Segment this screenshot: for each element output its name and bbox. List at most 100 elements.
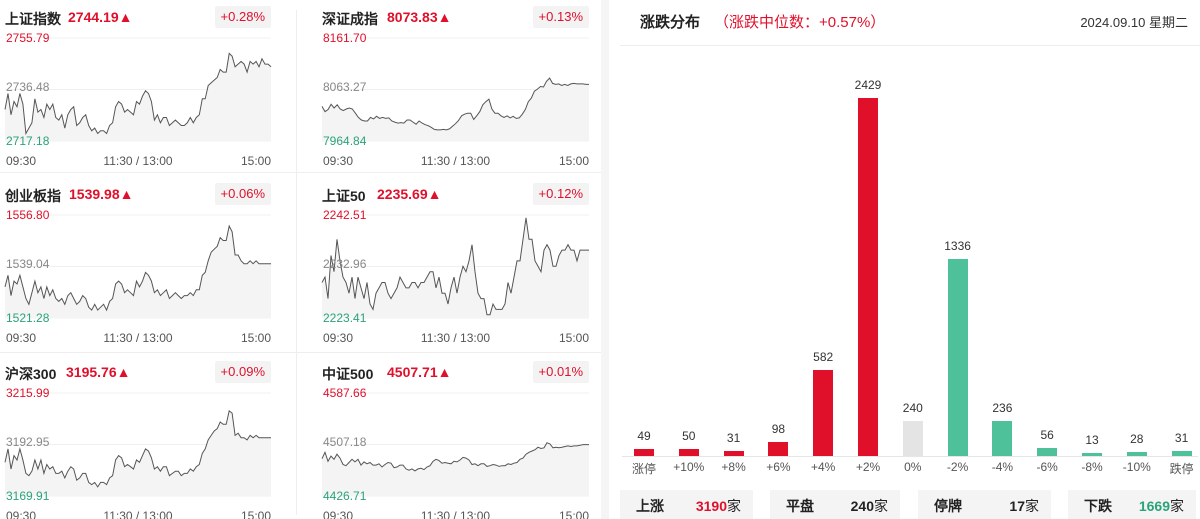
minute-chart-svg bbox=[321, 37, 589, 142]
index-minute-chart[interactable]: 2242.51 2232.96 2223.41 bbox=[321, 207, 589, 326]
bar-value-label: 582 bbox=[813, 350, 834, 365]
index-change-badge: +0.01% bbox=[532, 361, 589, 383]
index-minute-chart[interactable]: 2755.79 2736.48 2717.18 bbox=[4, 30, 272, 149]
time-axis: 09:30 11:30 / 13:00 15:00 bbox=[5, 331, 271, 345]
chart-high-label: 3215.99 bbox=[6, 386, 50, 400]
index-panel-hs300[interactable]: 沪深300 3195.76▲ +0.09% 3215.99 3192.95 31… bbox=[4, 361, 271, 519]
distribution-bar[interactable] bbox=[1171, 451, 1192, 456]
summary-unit: 家 bbox=[727, 498, 741, 514]
column-divider bbox=[296, 10, 297, 515]
chart-low-label: 2223.41 bbox=[323, 311, 367, 325]
minute-chart-svg bbox=[4, 214, 271, 319]
bar-value-label: 13 bbox=[1085, 433, 1099, 447]
summary-unit: 家 bbox=[1025, 498, 1039, 514]
summary-value: 1669家 bbox=[1139, 496, 1184, 516]
index-value: 4507.71▲ bbox=[387, 364, 452, 380]
summary-label: 停牌 bbox=[934, 498, 962, 514]
index-panel-sz50[interactable]: 上证50 2235.69▲ +0.12% 2242.51 2232.96 222… bbox=[321, 183, 589, 345]
distribution-bar[interactable] bbox=[992, 421, 1013, 456]
index-value: 3195.76▲ bbox=[66, 364, 131, 380]
chart-mid-label: 8063.27 bbox=[323, 80, 367, 94]
time-start: 09:30 bbox=[323, 331, 354, 345]
index-header: 上证指数 2744.19▲ +0.28% bbox=[5, 6, 271, 28]
time-end: 15:00 bbox=[558, 154, 589, 168]
bar-category-label: -2% bbox=[946, 460, 969, 474]
chart-baseline bbox=[622, 456, 1198, 457]
index-panel-zz500[interactable]: 中证500 4507.71▲ +0.01% 4587.66 4507.18 44… bbox=[321, 361, 589, 519]
index-minute-chart[interactable]: 3215.99 3192.95 3169.91 bbox=[4, 385, 271, 504]
summary-number: 17 bbox=[1009, 498, 1025, 514]
summary-label: 平盘 bbox=[786, 498, 814, 514]
chart-low-label: 4426.71 bbox=[323, 489, 367, 503]
index-minute-chart[interactable]: 8161.70 8063.27 7964.84 bbox=[321, 30, 589, 149]
index-panel-sz[interactable]: 深证成指 8073.83▲ +0.13% 8161.70 8063.27 796… bbox=[321, 6, 589, 168]
chart-mid-label: 3192.95 bbox=[6, 435, 50, 449]
index-name: 深证成指 bbox=[322, 11, 378, 27]
summary-up: 上涨 3190家 bbox=[620, 490, 753, 519]
price-area bbox=[322, 78, 589, 141]
chart-high-label: 4587.66 bbox=[323, 386, 367, 400]
distribution-bar[interactable] bbox=[858, 98, 878, 456]
index-header: 中证500 4507.71▲ +0.01% bbox=[322, 361, 589, 383]
bar-value-label: 28 bbox=[1130, 431, 1144, 446]
time-end: 15:00 bbox=[558, 331, 589, 345]
header-divider bbox=[620, 45, 1200, 46]
price-line bbox=[4, 410, 271, 488]
distribution-bar[interactable] bbox=[1082, 453, 1102, 456]
chart-mid-label: 4507.18 bbox=[323, 435, 367, 449]
index-panel-sh[interactable]: 上证指数 2744.19▲ +0.28% 2755.79 2736.48 271… bbox=[4, 6, 272, 168]
time-mid: 11:30 / 13:00 bbox=[420, 331, 491, 345]
time-mid: 11:30 / 13:00 bbox=[103, 154, 173, 168]
distribution-title: 涨跌分布 bbox=[640, 14, 701, 31]
index-name: 上证指数 bbox=[5, 11, 61, 27]
time-start: 09:30 bbox=[6, 331, 37, 345]
distribution-bar[interactable] bbox=[723, 451, 744, 456]
distribution-bar[interactable] bbox=[813, 370, 834, 456]
index-minute-chart[interactable]: 1556.80 1539.04 1521.28 bbox=[4, 207, 271, 326]
distribution-bar[interactable] bbox=[1126, 451, 1147, 456]
time-axis: 09:30 11:30 / 13:00 15:00 bbox=[5, 509, 271, 519]
time-end: 15:00 bbox=[240, 509, 271, 519]
bar-category-label: -8% bbox=[1081, 460, 1103, 474]
index-header: 上证50 2235.69▲ +0.12% bbox=[322, 183, 589, 205]
bar-category-label: +10% bbox=[673, 460, 705, 474]
bar-value-label: 240 bbox=[902, 400, 923, 415]
minute-chart-svg bbox=[4, 392, 271, 497]
bar-category-label: +4% bbox=[811, 460, 836, 474]
time-axis: 09:30 11:30 / 13:00 15:00 bbox=[5, 154, 271, 168]
bar-value-label: 236 bbox=[992, 401, 1013, 416]
time-axis: 09:30 11:30 / 13:00 15:00 bbox=[322, 154, 589, 168]
index-minute-chart[interactable]: 4587.66 4507.18 4426.71 bbox=[321, 385, 589, 504]
bar-category-label: 跌停 bbox=[1169, 462, 1194, 476]
distribution-bar[interactable] bbox=[678, 448, 699, 456]
bar-category-label: 0% bbox=[904, 460, 922, 474]
distribution-bar[interactable] bbox=[768, 441, 789, 456]
time-start: 09:30 bbox=[323, 509, 354, 519]
index-value: 8073.83▲ bbox=[387, 9, 452, 25]
summary-value: 3190家 bbox=[696, 496, 741, 516]
distribution-median: （涨跌中位数：+0.57%） bbox=[714, 14, 886, 31]
bar-category-label: +8% bbox=[721, 460, 746, 474]
distribution-bar[interactable] bbox=[1037, 447, 1058, 456]
summary-label: 下跌 bbox=[1084, 498, 1112, 514]
index-value: 2744.19▲ bbox=[68, 9, 133, 25]
distribution-bar[interactable] bbox=[902, 420, 923, 456]
index-name: 创业板指 bbox=[5, 188, 61, 204]
index-change-badge: +0.13% bbox=[532, 6, 589, 28]
chart-high-label: 2242.51 bbox=[323, 208, 367, 222]
chart-low-label: 2717.18 bbox=[6, 134, 50, 148]
time-mid: 11:30 / 13:00 bbox=[103, 331, 173, 345]
index-panel-cyb[interactable]: 创业板指 1539.98▲ +0.06% 1556.80 1539.04 152… bbox=[4, 183, 271, 345]
minute-chart-svg bbox=[4, 37, 272, 142]
bar-value-label: 50 bbox=[682, 428, 696, 443]
index-header: 深证成指 8073.83▲ +0.13% bbox=[322, 6, 589, 28]
price-line bbox=[321, 442, 589, 472]
price-area bbox=[5, 226, 271, 318]
time-end: 15:00 bbox=[240, 331, 271, 345]
summary-number: 1669 bbox=[1138, 498, 1170, 514]
index-name: 中证500 bbox=[322, 366, 374, 382]
distribution-bar[interactable] bbox=[947, 259, 968, 456]
time-start: 09:30 bbox=[323, 154, 354, 168]
bar-value-label: 98 bbox=[771, 421, 786, 436]
distribution-bar[interactable] bbox=[634, 448, 654, 456]
